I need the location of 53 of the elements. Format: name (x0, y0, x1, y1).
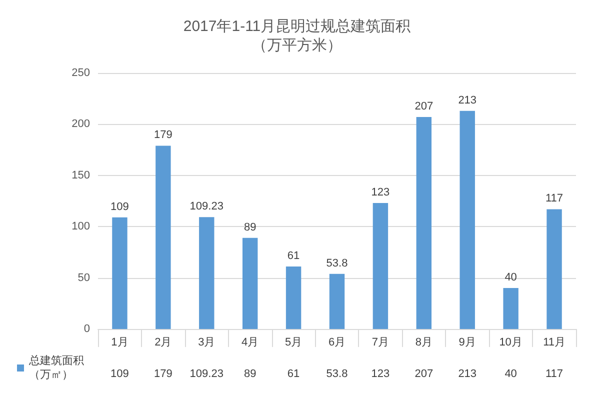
text: 123 (371, 368, 390, 380)
y-tick-label: 150 (72, 169, 90, 182)
text: 53.8 (326, 368, 348, 380)
data-label: 213 (458, 94, 477, 106)
x-tick-label: 11月 (543, 336, 566, 348)
x-tick-label: 3月 (198, 336, 216, 348)
text: 89 (244, 368, 256, 380)
text: 109 (110, 368, 129, 380)
data-label: 109.23 (190, 200, 224, 213)
legend-label: 总建筑面积（万㎡） (28, 354, 84, 381)
y-tick-label: 200 (72, 118, 90, 130)
bar (242, 238, 258, 329)
x-tick-label: 8月 (415, 336, 432, 348)
text: 109.23 (190, 368, 224, 380)
bar (286, 266, 302, 329)
chart-title: 2017年1-11月昆明过规总建筑面积 (183, 18, 411, 35)
data-label: 109 (110, 200, 129, 213)
bar (112, 217, 128, 329)
text: 179 (154, 368, 172, 380)
x-tick-label: 6月 (328, 336, 346, 348)
x-tick-label: 5月 (284, 336, 302, 348)
bar (372, 203, 388, 329)
x-tick-label: 4月 (242, 336, 259, 348)
x-tick-label: 2月 (154, 336, 172, 348)
data-label: 53.8 (326, 257, 348, 270)
y-tick-label: 0 (84, 323, 90, 335)
text: 117 (546, 368, 564, 380)
x-tick-label: 1月 (111, 336, 128, 348)
bar (199, 217, 214, 329)
data-label: 179 (154, 129, 172, 142)
chart-subtitle: （万平方米） (252, 37, 342, 54)
bar (460, 110, 475, 329)
data-label: 117 (546, 192, 564, 205)
x-tick-label: 9月 (458, 336, 476, 348)
bar (503, 288, 518, 329)
bar (546, 209, 562, 329)
bar (416, 117, 432, 329)
y-tick-label: 100 (72, 220, 90, 233)
text: 207 (414, 368, 434, 380)
data-label: 89 (244, 221, 256, 234)
data-label: 40 (504, 272, 517, 284)
x-tick-label: 10月 (499, 336, 522, 348)
text: 213 (458, 368, 477, 380)
y-tick-label: 50 (78, 272, 90, 284)
data-label: 207 (414, 100, 434, 113)
x-tick-label: 7月 (372, 336, 390, 348)
y-tick-label: 250 (72, 67, 90, 79)
data-label: 61 (287, 250, 300, 262)
bar (329, 274, 345, 329)
text: 40 (504, 368, 517, 380)
data-label: 123 (371, 186, 390, 199)
bar (156, 146, 171, 329)
text: 61 (287, 368, 300, 380)
